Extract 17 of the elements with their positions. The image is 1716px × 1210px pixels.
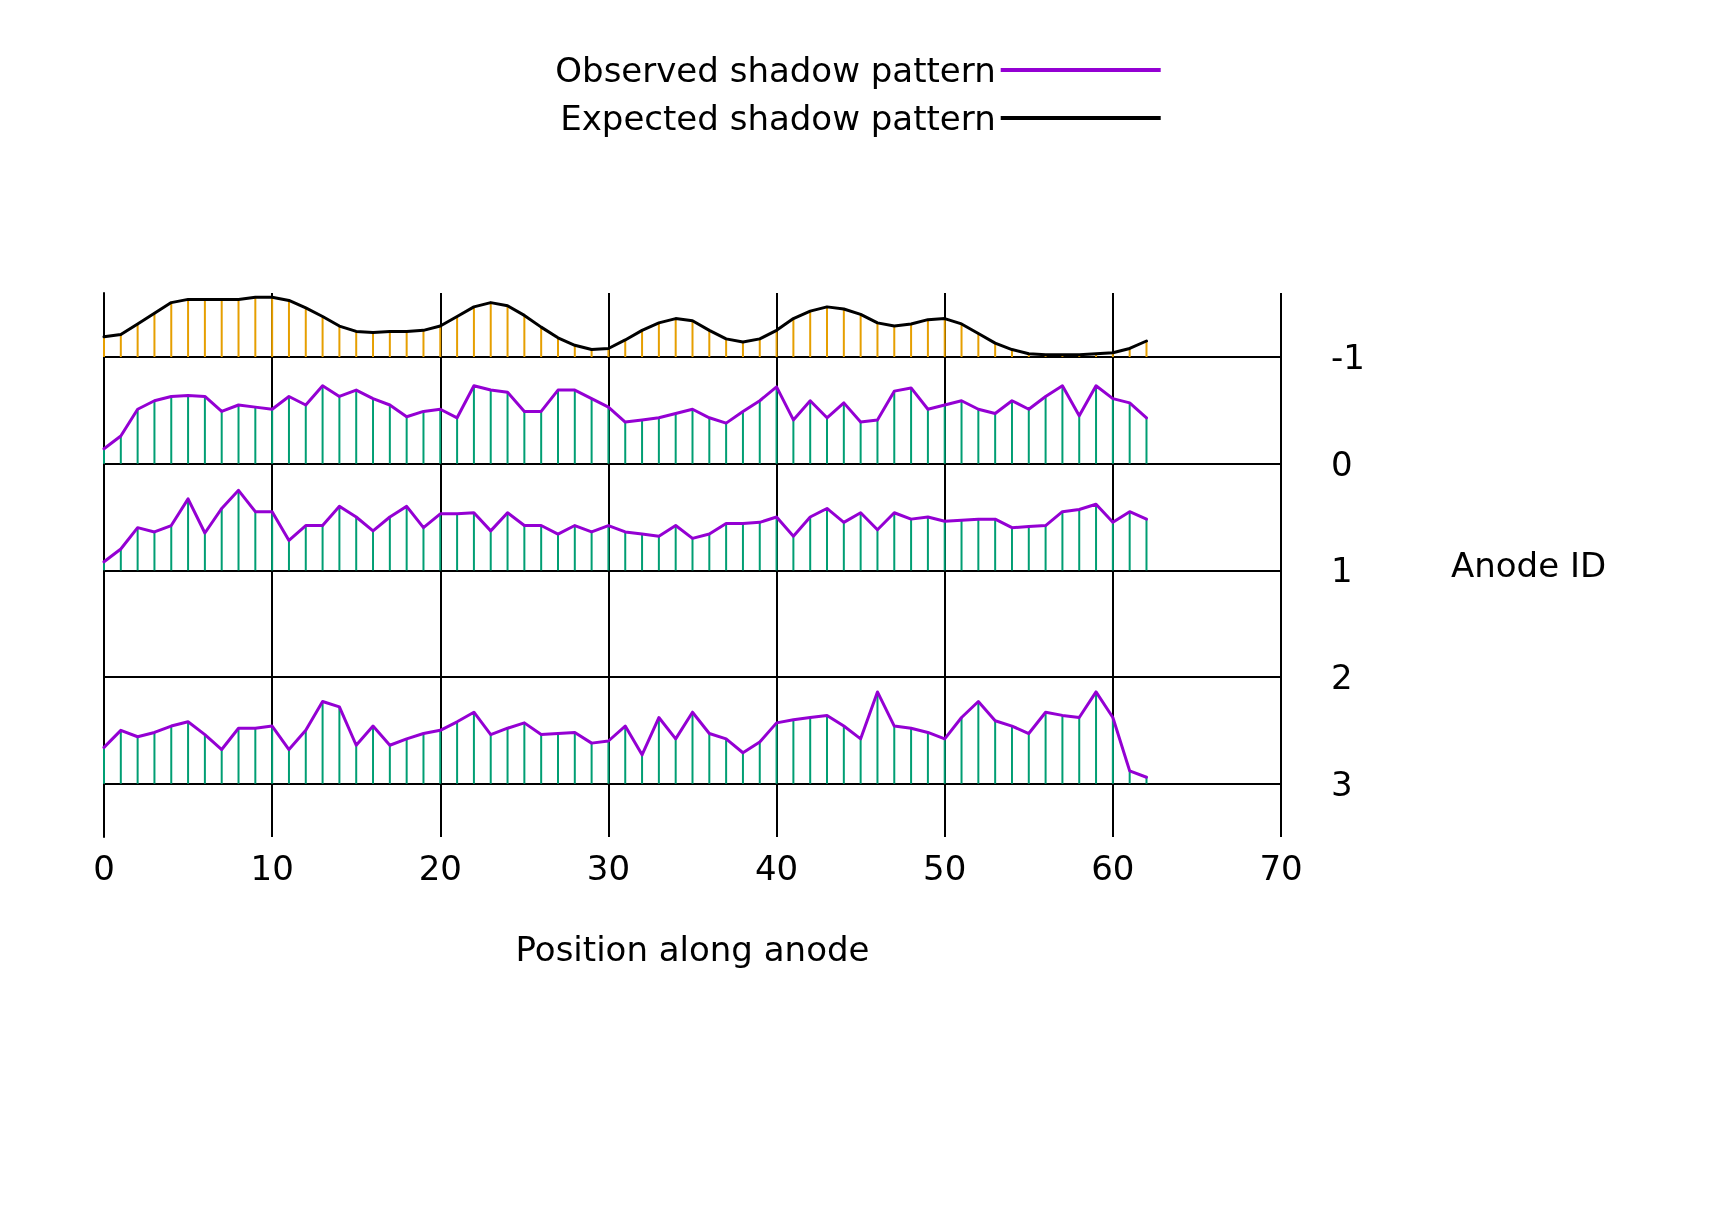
x-tick-label: 70 [1259,848,1303,888]
y-axis-title: Anode ID [1451,545,1607,585]
legend-label: Expected shadow pattern [560,98,996,138]
y-tick-label: 0 [1331,443,1353,484]
x-tick-label: 30 [586,848,631,888]
y-tick-label: 3 [1331,763,1353,804]
x-tick-label: 20 [418,848,462,888]
x-tick-label: 60 [1091,848,1135,888]
legend-label: Observed shadow pattern [555,50,996,90]
y-tick-label: 2 [1331,657,1353,697]
x-tick-label: 10 [250,848,294,888]
x-tick-label: 50 [923,848,967,888]
x-tick-label: 40 [754,848,799,888]
y-tick-label: -1 [1331,337,1365,377]
x-tick-label: 0 [93,848,115,888]
y-tick-label: 1 [1331,550,1353,591]
x-axis-title: Position along anode [515,929,870,969]
